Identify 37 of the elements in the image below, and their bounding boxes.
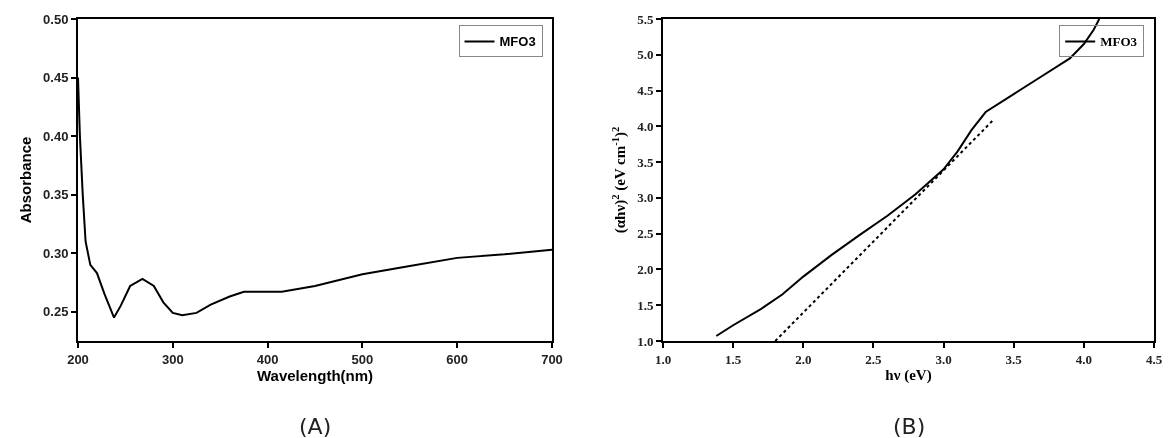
y-tick-label: 2.0 [637,261,654,277]
x-tick-label: 1.0 [654,351,672,367]
y-tick-label: 0.50 [43,11,69,27]
y-tick-label: 0.25 [43,304,69,320]
y-tick-label: 0.35 [43,187,69,203]
y-tick-label: 3.0 [637,190,654,206]
y-tick-label: 5.0 [637,47,654,63]
x-tick-label: 500 [351,351,374,367]
y-tick-label: 1.5 [637,297,654,313]
x-tick-label: 4.5 [1145,351,1163,367]
y-tick-label: 0.45 [43,70,69,86]
y-axis-title: Absorbance [16,136,34,224]
x-axis-title: hν (eV) [885,367,932,385]
x-tick-label: 700 [541,351,563,367]
y-tick-label: 0.30 [43,245,69,261]
y-tick-label: 4.5 [637,83,654,99]
x-tick-label: 3.0 [935,351,952,367]
x-axis-title: Wavelength(nm) [256,366,374,384]
x-tick-label: 3.5 [1005,351,1023,367]
text: (B) [893,414,926,438]
text: (A) [299,414,332,438]
y-tick-label: 4.0 [637,118,654,134]
x-tick-label: 2.0 [795,351,812,367]
x-tick-label: 600 [446,351,469,367]
y-tick-label: 2.5 [637,226,654,242]
legend-label: MFO3 [499,34,536,50]
y-tick-label: 0.40 [43,128,69,144]
legend-label: MFO3 [1100,34,1138,50]
y-tick-label: 3.5 [637,154,654,170]
x-tick-label: 200 [67,351,89,367]
y-tick-label: 1.0 [637,333,654,349]
x-tick-label: 300 [161,351,184,367]
x-tick-label: 4.0 [1075,351,1092,367]
y-tick-label: 5.5 [637,11,654,27]
x-tick-label: 400 [256,351,279,367]
x-tick-label: 2.5 [865,351,883,367]
x-tick-label: 1.5 [725,351,742,367]
